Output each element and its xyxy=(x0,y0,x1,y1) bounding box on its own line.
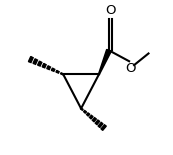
Polygon shape xyxy=(92,118,96,122)
Polygon shape xyxy=(38,61,42,66)
Polygon shape xyxy=(86,113,90,116)
Polygon shape xyxy=(33,59,38,64)
Polygon shape xyxy=(81,108,83,110)
Polygon shape xyxy=(101,125,106,130)
Text: O: O xyxy=(125,62,136,75)
Polygon shape xyxy=(95,120,100,125)
Text: O: O xyxy=(105,4,116,17)
Polygon shape xyxy=(84,111,86,113)
Polygon shape xyxy=(98,49,111,75)
Polygon shape xyxy=(47,66,51,70)
Polygon shape xyxy=(51,68,55,71)
Polygon shape xyxy=(98,122,103,128)
Polygon shape xyxy=(28,56,33,63)
Polygon shape xyxy=(56,70,59,73)
Polygon shape xyxy=(89,115,93,119)
Polygon shape xyxy=(61,73,63,75)
Polygon shape xyxy=(42,63,46,68)
